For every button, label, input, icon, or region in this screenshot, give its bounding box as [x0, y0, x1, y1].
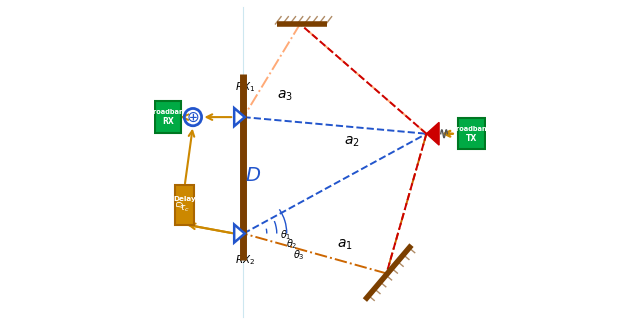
FancyBboxPatch shape — [175, 185, 195, 225]
Text: $D$: $D$ — [245, 166, 262, 185]
Text: $RX_1$: $RX_1$ — [235, 81, 255, 95]
Polygon shape — [426, 122, 439, 145]
Text: $\theta_3$: $\theta_3$ — [292, 248, 305, 262]
Polygon shape — [234, 108, 245, 126]
Text: $D$: $D$ — [175, 199, 186, 208]
Text: $a_2$: $a_2$ — [344, 135, 360, 149]
Text: $RX_2$: $RX_2$ — [235, 254, 255, 267]
Text: $a_3$: $a_3$ — [277, 88, 293, 103]
Text: $\theta_1$: $\theta_1$ — [280, 228, 292, 242]
Text: Broadband: Broadband — [148, 110, 188, 116]
FancyBboxPatch shape — [458, 118, 485, 149]
Polygon shape — [234, 224, 245, 242]
Text: $a_1$: $a_1$ — [337, 238, 353, 253]
Text: $\tau_c$: $\tau_c$ — [179, 203, 190, 214]
Text: RX: RX — [163, 117, 174, 126]
Text: TX: TX — [466, 134, 477, 143]
FancyBboxPatch shape — [156, 102, 181, 133]
Text: $\oplus$: $\oplus$ — [186, 110, 200, 125]
Text: Broadband: Broadband — [451, 126, 492, 132]
Text: Delay: Delay — [173, 196, 196, 202]
Text: $\theta_2$: $\theta_2$ — [286, 237, 298, 251]
